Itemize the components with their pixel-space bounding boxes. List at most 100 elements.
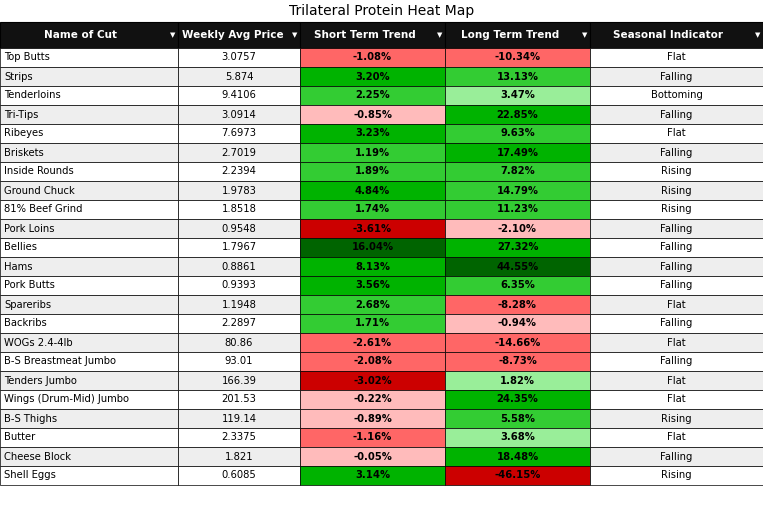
Bar [445,409,590,428]
Text: Long Term Trend: Long Term Trend [461,30,559,40]
Text: 4.84%: 4.84% [355,185,390,195]
Text: 3.68%: 3.68% [500,432,535,442]
Text: 3.56%: 3.56% [355,280,390,290]
Bar [590,276,763,295]
Text: 18.48%: 18.48% [497,451,539,462]
Bar [445,295,590,314]
Bar [300,124,445,143]
Text: 1.9783: 1.9783 [221,185,256,195]
Text: 5.58%: 5.58% [500,414,535,424]
Text: Ribeyes: Ribeyes [4,128,43,138]
Text: Spareribs: Spareribs [4,299,51,310]
Bar [178,105,300,124]
Text: Rising: Rising [662,205,692,215]
Text: 119.14: 119.14 [221,414,256,424]
Text: 0.8861: 0.8861 [221,262,256,272]
Text: Falling: Falling [660,110,693,120]
Bar [300,409,445,428]
Bar [445,143,590,162]
Text: 3.0914: 3.0914 [221,110,256,120]
Bar [300,295,445,314]
Bar [0,200,178,219]
Bar [590,257,763,276]
Text: 1.89%: 1.89% [355,167,390,177]
Text: 22.85%: 22.85% [497,110,539,120]
Text: -1.08%: -1.08% [353,53,392,63]
Text: 81% Beef Grind: 81% Beef Grind [4,205,82,215]
Bar [590,181,763,200]
Text: 2.2394: 2.2394 [221,167,256,177]
Text: 3.47%: 3.47% [500,90,535,100]
Bar [300,447,445,466]
Text: Flat: Flat [667,394,686,405]
Text: 0.6085: 0.6085 [221,471,256,480]
Bar [178,371,300,390]
Text: Flat: Flat [667,337,686,347]
Text: 14.79%: 14.79% [497,185,539,195]
Text: 13.13%: 13.13% [497,72,539,81]
Text: Strips: Strips [4,72,33,81]
Bar [178,428,300,447]
Text: Falling: Falling [660,451,693,462]
Text: Falling: Falling [660,319,693,328]
Text: WOGs 2.4-4lb: WOGs 2.4-4lb [4,337,72,347]
Text: 0.9393: 0.9393 [221,280,256,290]
Bar [590,219,763,238]
Text: -0.89%: -0.89% [353,414,392,424]
Text: 17.49%: 17.49% [497,147,539,158]
Bar [590,295,763,314]
Bar [445,67,590,86]
Text: Weekly Avg Price: Weekly Avg Price [182,30,284,40]
Bar [0,22,178,48]
Text: 6.35%: 6.35% [500,280,535,290]
Text: 80.86: 80.86 [225,337,253,347]
Text: Rising: Rising [662,185,692,195]
Text: ▼: ▼ [582,32,588,38]
Text: 2.7019: 2.7019 [221,147,256,158]
Bar [590,200,763,219]
Text: 9.63%: 9.63% [500,128,535,138]
Bar [300,22,445,48]
Bar [445,124,590,143]
Text: Flat: Flat [667,432,686,442]
Text: Briskets: Briskets [4,147,43,158]
Text: -14.66%: -14.66% [494,337,541,347]
Text: Rising: Rising [662,167,692,177]
Bar [0,466,178,485]
Bar [445,86,590,105]
Bar [0,181,178,200]
Text: Bottoming: Bottoming [651,90,703,100]
Text: -1.16%: -1.16% [353,432,392,442]
Bar [300,67,445,86]
Text: Tenderloins: Tenderloins [4,90,61,100]
Text: ▼: ▼ [170,32,175,38]
Bar [178,314,300,333]
Bar [178,238,300,257]
Text: Flat: Flat [667,299,686,310]
Bar [178,352,300,371]
Text: Flat: Flat [667,376,686,385]
Text: Pork Loins: Pork Loins [4,224,54,233]
Text: 166.39: 166.39 [221,376,256,385]
Bar [178,143,300,162]
Bar [0,143,178,162]
Text: -2.61%: -2.61% [353,337,392,347]
Text: 44.55%: 44.55% [497,262,539,272]
Text: 1.8518: 1.8518 [221,205,256,215]
Text: -2.10%: -2.10% [498,224,537,233]
Bar [445,162,590,181]
Bar [300,219,445,238]
Bar [300,48,445,67]
Bar [300,181,445,200]
Bar [0,162,178,181]
Bar [300,390,445,409]
Text: Falling: Falling [660,262,693,272]
Text: -8.28%: -8.28% [498,299,537,310]
Bar [590,22,763,48]
Text: Cheese Block: Cheese Block [4,451,71,462]
Bar [178,390,300,409]
Bar [0,352,178,371]
Bar [0,314,178,333]
Text: 1.82%: 1.82% [500,376,535,385]
Text: ▼: ▼ [437,32,443,38]
